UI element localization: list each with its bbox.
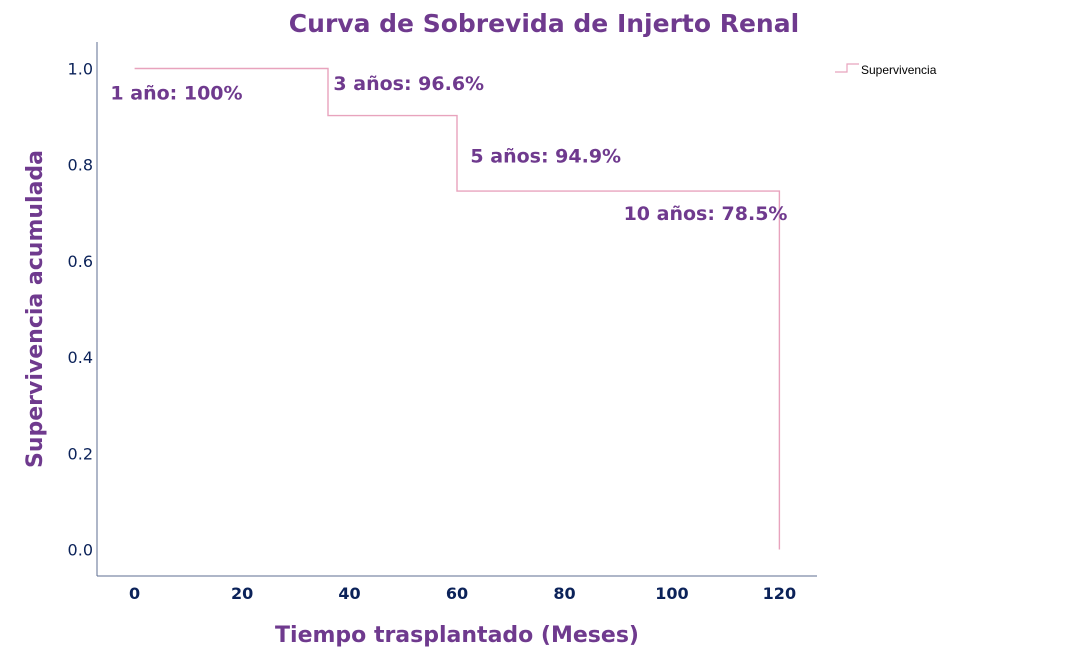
legend-swatch — [835, 63, 859, 73]
y-tick-label: 0.0 — [68, 541, 93, 560]
y-tick-label: 0.2 — [68, 444, 93, 463]
data-label: 3 años: 96.6% — [333, 73, 484, 95]
y-tick-label: 0.6 — [68, 252, 93, 271]
data-label: 5 años: 94.9% — [470, 145, 621, 167]
x-axis-title: Tiempo trasplantado (Meses) — [275, 623, 639, 648]
legend: Supervivencia — [835, 63, 937, 77]
x-tick-label: 100 — [655, 584, 688, 603]
series-lines — [134, 67, 781, 550]
annotations: 1 año: 100% 3 años: 96.6% 5 años: 94.9% 10 … — [110, 73, 787, 225]
chart-title: Curva de Sobrevida de Injerto Renal — [289, 9, 799, 38]
x-tick-label: 80 — [553, 584, 575, 603]
data-label: 10 años: 78.5% — [624, 203, 788, 225]
legend-label: Supervivencia — [861, 63, 937, 77]
x-tick-label: 40 — [338, 584, 360, 603]
survival-step-line — [134, 67, 781, 550]
y-tick-label: 0.4 — [68, 348, 93, 367]
x-tick-label: 60 — [446, 584, 468, 603]
x-tick-label: 120 — [763, 584, 796, 603]
tick-labels: 0 20 40 60 80 100 120 0.0 0.2 0.4 0.6 0.8 1.0 — [68, 59, 797, 603]
data-label: 1 año: 100% — [110, 83, 242, 105]
y-tick-label: 0.8 — [68, 156, 93, 175]
x-tick-label: 0 — [129, 584, 140, 603]
x-tick-label: 20 — [231, 584, 253, 603]
y-tick-label: 1.0 — [68, 59, 93, 78]
y-axis-title: Supervivencia acumulada — [23, 150, 48, 468]
axes — [96, 42, 817, 577]
